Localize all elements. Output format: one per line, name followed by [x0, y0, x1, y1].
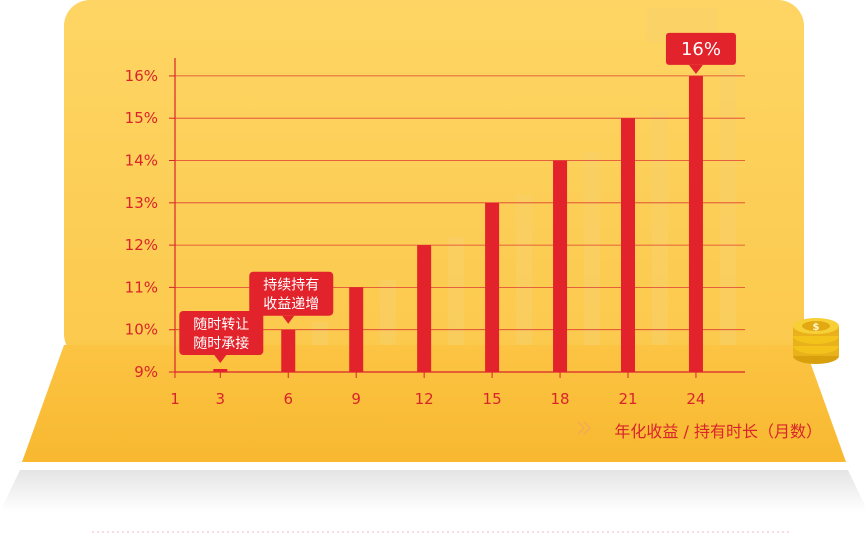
x-tick-label: 6 [283, 390, 293, 408]
x-tick-labels: 1 3 6 9 12 15 18 21 24 [170, 372, 705, 408]
peak-callout-pointer [688, 64, 703, 74]
ghost-bar [719, 67, 736, 346]
x-tick-label: 15 [483, 390, 502, 408]
peak-callout-box [665, 32, 736, 65]
ghost-bar [584, 152, 601, 345]
y-tick-label: 15% [125, 109, 158, 127]
svg-text:$: $ [813, 322, 820, 333]
x-tick-label: 3 [216, 390, 226, 408]
x-tick-label: 12 [415, 390, 434, 408]
ghost-bar [516, 194, 533, 345]
bar [417, 245, 432, 372]
ghost-bars [312, 8, 736, 346]
x-tick-label: 21 [618, 390, 637, 408]
bars [213, 75, 703, 373]
callout-text: 随时转让 [193, 317, 249, 333]
panel-background [0, 0, 868, 512]
y-tick-label: 9% [134, 363, 158, 381]
callout-box [249, 271, 334, 316]
x-tick-label: 24 [686, 390, 705, 408]
bar [621, 118, 635, 372]
y-tick-label: 14% [125, 152, 158, 170]
bar [281, 329, 296, 372]
callout-text: 随时承接 [193, 335, 249, 352]
gridlines [175, 75, 745, 373]
y-tick-labels: 9% 10% 11% 12% 13% 14% 15% 16% [125, 67, 175, 381]
ghost-bar [380, 279, 397, 345]
y-tick-label: 11% [125, 278, 158, 296]
callout-pointer [282, 315, 295, 324]
x-tick-label: 1 [170, 390, 180, 408]
bar [349, 287, 364, 372]
bar [485, 202, 500, 372]
y-tick-label: 10% [125, 321, 158, 339]
y-tick-label: 16% [125, 67, 158, 85]
coin-stack-icon: $ [793, 318, 839, 364]
bar [553, 160, 568, 372]
x-tick-label: 18 [551, 390, 570, 408]
callout-pointer [214, 355, 227, 363]
callout-box [179, 311, 264, 355]
x-axis-title-arrows [577, 421, 592, 435]
ghost-bar [448, 237, 465, 345]
axes [174, 58, 745, 373]
y-tick-label: 12% [125, 236, 158, 254]
callout-24: 16% [665, 32, 736, 74]
peak-callout-text: 16% [681, 39, 721, 60]
bar [213, 369, 228, 372]
x-tick-label: 9 [351, 390, 361, 408]
callout-text: 收益递增 [263, 297, 319, 313]
ghost-bar [652, 110, 668, 345]
x-axis-title: 年化收益 / 持有时长（月数） [614, 422, 822, 441]
ghost-bar [312, 321, 329, 345]
callout-text: 持续持有 [263, 277, 319, 294]
bar [688, 75, 703, 373]
y-tick-label: 13% [125, 194, 158, 212]
